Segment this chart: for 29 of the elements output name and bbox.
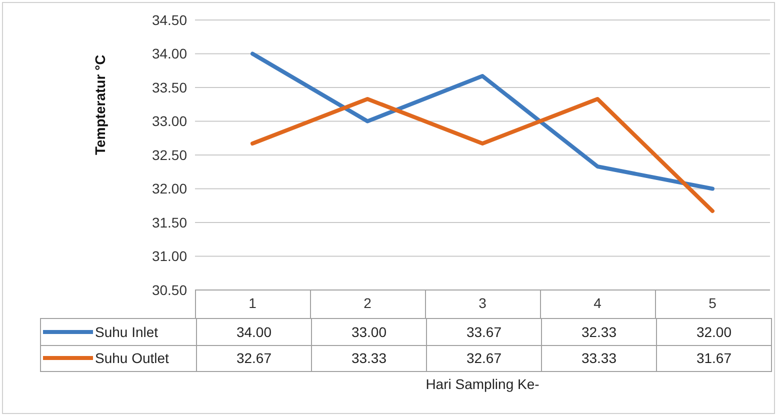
line-series	[250, 52, 714, 191]
legend-label: Suhu Inlet	[95, 324, 158, 340]
y-tick-label: 30.50	[152, 282, 188, 298]
data-label: 33.33	[311, 345, 426, 372]
x-tick-label: 5	[708, 294, 717, 311]
data-label: 34.00	[196, 318, 311, 346]
y-tick-label: 31.00	[152, 248, 188, 264]
data-label: 31.67	[656, 345, 772, 372]
data-label: 33.00	[311, 318, 426, 346]
x-axis-title: Hari Sampling Ke-	[424, 376, 540, 392]
data-label: 32.67	[196, 345, 311, 372]
y-tick-label: 33.50	[152, 79, 188, 96]
x-tick-label: 4	[594, 294, 602, 311]
x-tick-label: 2	[364, 294, 372, 311]
y-tick-label: 31.50	[152, 214, 188, 230]
data-label: 32.33	[541, 318, 656, 346]
y-tick-label: 32.00	[152, 180, 188, 197]
legend-label: Suhu Outlet	[95, 350, 169, 366]
y-tick-label: 33.00	[152, 113, 188, 130]
x-tick-label: 3	[478, 294, 487, 311]
y-axis-title: Tempteratur °C	[92, 54, 108, 155]
y-tick-label: 32.50	[152, 146, 188, 163]
y-tick-label: 34.50	[152, 12, 188, 28]
data-label: 33.67	[426, 318, 541, 346]
data-label: 33.33	[541, 345, 656, 372]
data-label: 32.00	[656, 318, 772, 346]
data-label: 32.67	[426, 345, 541, 372]
x-tick-label: 1	[248, 294, 257, 311]
y-tick-label: 34.00	[152, 46, 188, 62]
